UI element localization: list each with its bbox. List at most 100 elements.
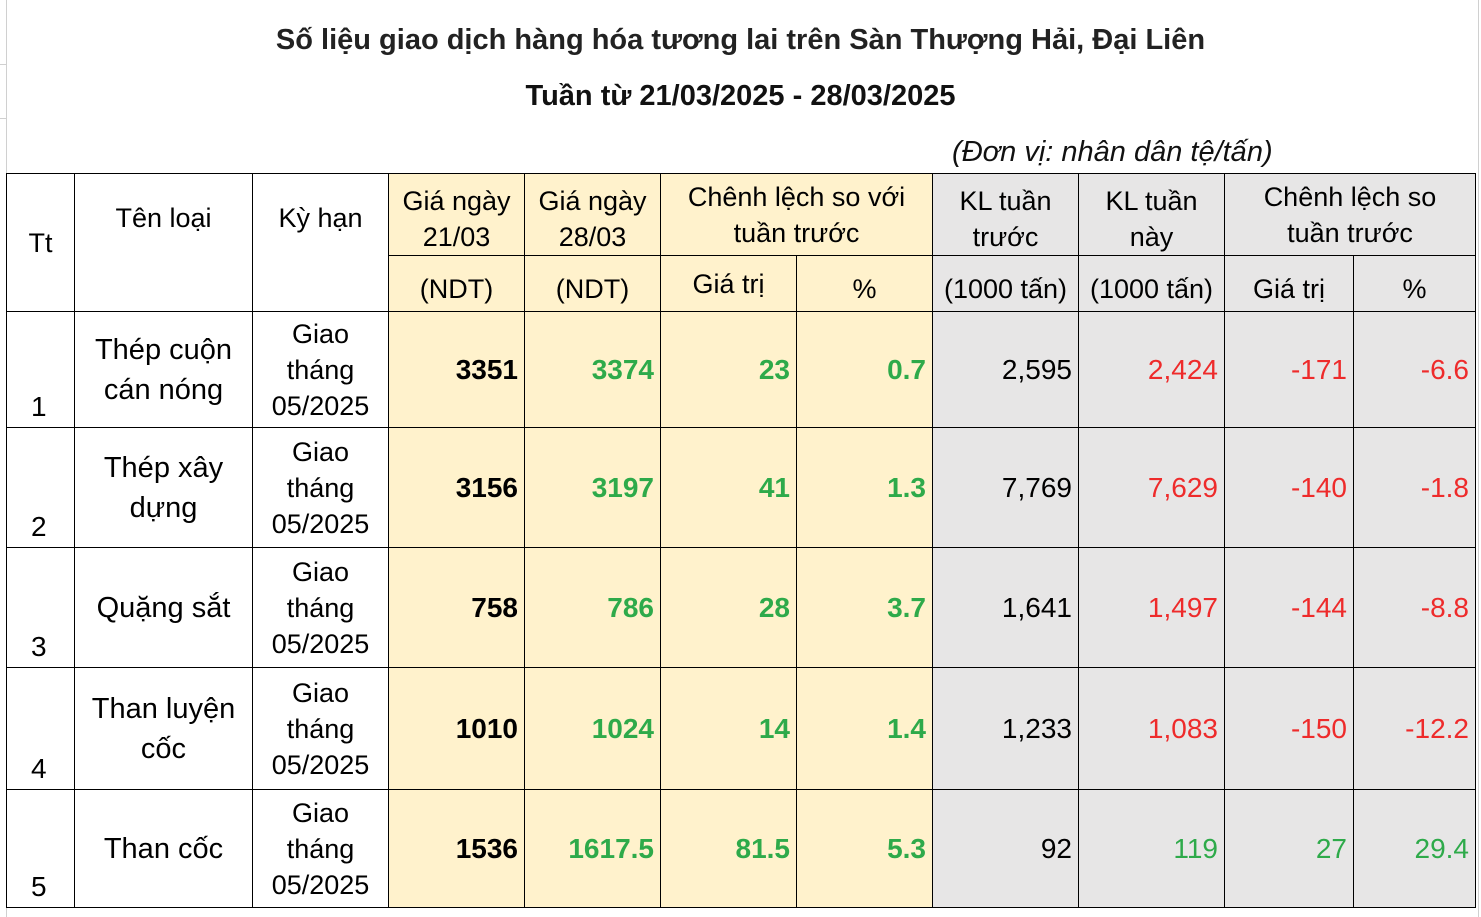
row-tt: 4: [6, 667, 75, 790]
row-price-now: 1024: [524, 667, 661, 790]
row-name-line2: cán nóng: [103, 373, 224, 406]
header-price-2103: Giá ngày 21/03: [388, 173, 525, 256]
header-vol-now: KL tuần này: [1078, 173, 1225, 256]
row-price-prev: 3351: [388, 311, 525, 428]
row-vol-diff: -144: [1224, 547, 1354, 668]
header-vol-now-unit: (1000 tấn): [1078, 255, 1225, 312]
row-price-now: 1617.5: [524, 789, 661, 908]
row-term-line3: 05/2025: [271, 508, 370, 539]
row-term-line2: tháng: [286, 472, 355, 503]
row-price-diff-pct: 0.7: [796, 311, 933, 428]
row-term: Giao tháng 05/2025: [252, 311, 389, 428]
row-price-prev: 1536: [388, 789, 525, 908]
row-price-diff: 41: [660, 427, 797, 548]
header-vol-prev-unit: (1000 tấn): [932, 255, 1079, 312]
row-price-diff-pct: 3.7: [796, 547, 933, 668]
row-price-now: 3197: [524, 427, 661, 548]
row-term-line2: tháng: [286, 592, 355, 623]
row-term-line1: Giao: [291, 318, 350, 349]
header-ky-han: Kỳ hạn: [252, 173, 389, 312]
row-term: Giao tháng 05/2025: [252, 427, 389, 548]
row-price-prev: 758: [388, 547, 525, 668]
header-vol-diff: Chênh lệch so tuần trước: [1224, 173, 1476, 256]
row-name: Thép cuộn cán nóng: [74, 311, 253, 428]
row-vol-diff: -150: [1224, 667, 1354, 790]
row-name-line1: Thép xây: [103, 451, 224, 484]
header-vol-diff-pct: %: [1353, 255, 1476, 312]
header-price-2103-unit: (NDT): [388, 255, 525, 312]
row-tt: 3: [6, 547, 75, 668]
row-term-line2: tháng: [286, 713, 355, 744]
row-term-line2: tháng: [286, 833, 355, 864]
row-term-line2: tháng: [286, 354, 355, 385]
futures-trading-table: Tt Tên loại Kỳ hạn Giá ngày 21/03 Giá ng…: [6, 173, 1476, 908]
row-vol-diff-pct: -1.8: [1353, 427, 1476, 548]
row-vol-prev: 2,595: [932, 311, 1079, 428]
row-vol-now: 1,497: [1078, 547, 1225, 668]
spreadsheet-row-gridline: [0, 64, 6, 65]
table-row: 2 Thép xây dựng Giao tháng 05/2025 3156 319…: [6, 427, 1476, 548]
row-term-line3: 05/2025: [271, 869, 370, 900]
table-row: 1 Thép cuộn cán nóng Giao tháng 05/2025 335…: [6, 311, 1476, 428]
header-vol-now-line1: KL tuần: [1105, 186, 1198, 216]
row-price-now: 3374: [524, 311, 661, 428]
header-price-diff-line1: Chênh lệch so với: [687, 181, 906, 212]
header-price-diff-line2: tuần trước: [733, 217, 860, 248]
row-price-prev: 3156: [388, 427, 525, 548]
header-price-diff: Chênh lệch so với tuần trước: [660, 173, 933, 256]
header-price-2803-unit: (NDT): [524, 255, 661, 312]
header-price-2803: Giá ngày 28/03: [524, 173, 661, 256]
row-name-line2: cốc: [140, 732, 187, 765]
row-name: Than luyện cốc: [74, 667, 253, 790]
row-term-line3: 05/2025: [271, 390, 370, 421]
row-vol-prev: 7,769: [932, 427, 1079, 548]
header-price-diff-value: Giá trị: [660, 255, 797, 312]
row-name: Than cốc: [74, 789, 253, 908]
row-tt: 1: [6, 311, 75, 428]
row-term-line1: Giao: [291, 797, 350, 828]
row-price-now: 786: [524, 547, 661, 668]
row-term-line3: 05/2025: [271, 749, 370, 780]
row-vol-prev: 1,233: [932, 667, 1079, 790]
header-price-diff-pct: %: [796, 255, 933, 312]
row-term-line3: 05/2025: [271, 628, 370, 659]
table-row: 5 Than cốc Giao tháng 05/2025 1536 1617.5 …: [6, 789, 1476, 908]
header-price-2803-line2: 28/03: [558, 222, 627, 252]
row-term-line1: Giao: [291, 436, 350, 467]
header-vol-prev-line2: trước: [972, 222, 1039, 252]
row-vol-diff: -171: [1224, 311, 1354, 428]
header-price-2803-line1: Giá ngày: [538, 186, 647, 216]
unit-note: (Đơn vị: nhân dân tệ/tấn): [952, 136, 1273, 168]
row-term-line1: Giao: [291, 556, 350, 587]
row-tt: 5: [6, 789, 75, 908]
row-tt: 2: [6, 427, 75, 548]
row-vol-diff: 27: [1224, 789, 1354, 908]
header-vol-diff-value: Giá trị: [1224, 255, 1354, 312]
row-price-diff-pct: 1.4: [796, 667, 933, 790]
row-vol-diff-pct: -8.8: [1353, 547, 1476, 668]
row-price-diff: 14: [660, 667, 797, 790]
row-vol-diff: -140: [1224, 427, 1354, 548]
row-vol-now: 7,629: [1078, 427, 1225, 548]
header-ten-loai: Tên loại: [74, 173, 253, 312]
row-vol-now: 2,424: [1078, 311, 1225, 428]
header-vol-now-line2: này: [1129, 222, 1174, 252]
header-vol-diff-line2: tuần trước: [1287, 217, 1413, 248]
row-name: Thép xây dựng: [74, 427, 253, 548]
row-price-diff: 23: [660, 311, 797, 428]
row-price-diff-pct: 1.3: [796, 427, 933, 548]
row-name-line1: Quặng sắt: [96, 591, 231, 624]
row-vol-prev: 1,641: [932, 547, 1079, 668]
row-term-line1: Giao: [291, 677, 350, 708]
row-name: Quặng sắt: [74, 547, 253, 668]
report-title: Số liệu giao dịch hàng hóa tương lai trê…: [275, 24, 1206, 56]
row-vol-now: 119: [1078, 789, 1225, 908]
spreadsheet-row-gridline: [0, 118, 6, 119]
row-price-diff-pct: 5.3: [796, 789, 933, 908]
header-vol-prev: KL tuần trước: [932, 173, 1079, 256]
table-row: 3 Quặng sắt Giao tháng 05/2025 758 786 28 …: [6, 547, 1476, 668]
row-term: Giao tháng 05/2025: [252, 547, 389, 668]
row-vol-now: 1,083: [1078, 667, 1225, 790]
report-subtitle: Tuần từ 21/03/2025 - 28/03/2025: [525, 80, 956, 112]
row-name-line1: Than cốc: [103, 832, 224, 865]
